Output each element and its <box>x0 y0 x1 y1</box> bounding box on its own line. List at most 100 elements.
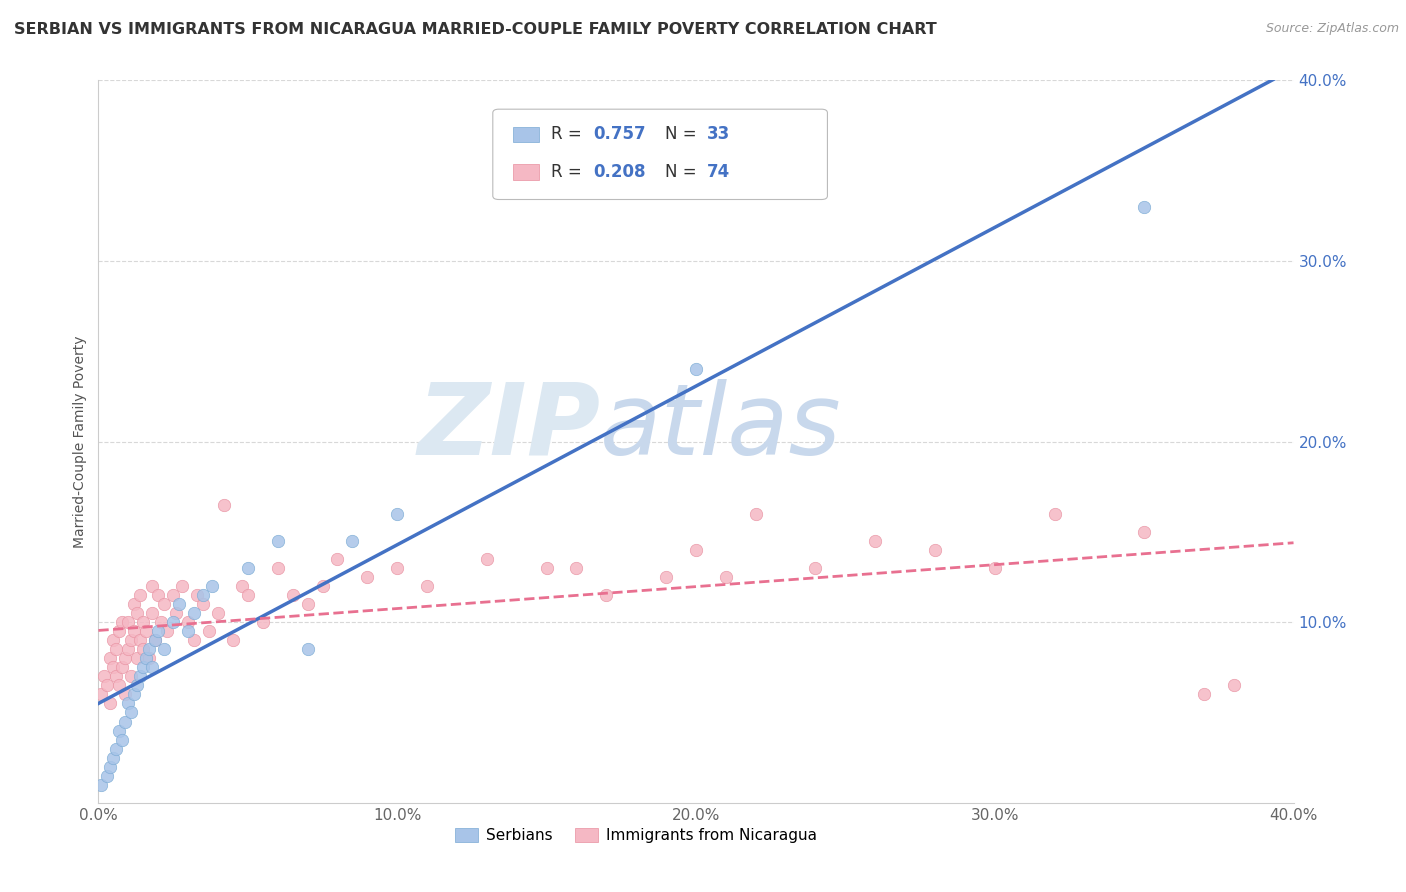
Point <box>236 561 259 575</box>
Point <box>127 651 149 665</box>
Point <box>342 533 364 548</box>
Point <box>212 498 235 512</box>
Point <box>93 669 115 683</box>
Point <box>1133 524 1156 539</box>
Point <box>595 588 617 602</box>
Point <box>129 669 152 683</box>
Point <box>685 362 707 376</box>
Text: R =: R = <box>551 163 588 181</box>
Point <box>172 579 194 593</box>
Point <box>129 588 152 602</box>
Text: Source: ZipAtlas.com: Source: ZipAtlas.com <box>1265 22 1399 36</box>
Point <box>141 606 163 620</box>
Point <box>311 579 333 593</box>
Point <box>114 714 136 729</box>
Point <box>1192 687 1215 701</box>
Y-axis label: Married-Couple Family Poverty: Married-Couple Family Poverty <box>73 335 87 548</box>
Point <box>105 669 128 683</box>
Point <box>201 579 224 593</box>
Point <box>685 542 707 557</box>
Point <box>745 507 768 521</box>
Point <box>162 588 184 602</box>
Point <box>143 633 166 648</box>
Point <box>714 570 737 584</box>
Point <box>98 760 122 774</box>
Point <box>267 561 290 575</box>
Text: N =: N = <box>665 126 702 144</box>
Text: atlas: atlas <box>600 378 842 475</box>
Point <box>198 624 221 639</box>
Point <box>655 570 678 584</box>
Point <box>120 669 142 683</box>
Point <box>143 633 166 648</box>
Point <box>103 660 125 674</box>
Point <box>120 633 142 648</box>
Point <box>924 542 946 557</box>
Point <box>132 660 155 674</box>
Point <box>150 615 173 630</box>
Point <box>103 633 125 648</box>
Point <box>98 651 122 665</box>
Point <box>111 660 134 674</box>
Point <box>120 706 142 720</box>
Point <box>177 624 200 639</box>
FancyBboxPatch shape <box>513 127 540 143</box>
Point <box>90 687 112 701</box>
Text: 33: 33 <box>707 126 730 144</box>
Point <box>475 552 498 566</box>
Point <box>124 624 146 639</box>
Point <box>183 606 205 620</box>
Point <box>138 651 160 665</box>
Point <box>98 697 122 711</box>
Point <box>129 633 152 648</box>
FancyBboxPatch shape <box>494 109 828 200</box>
Point <box>236 588 259 602</box>
Point <box>153 597 176 611</box>
Point <box>356 570 378 584</box>
Point <box>108 678 131 692</box>
Point <box>183 633 205 648</box>
Point <box>297 642 319 657</box>
Point <box>117 642 139 657</box>
Text: R =: R = <box>551 126 588 144</box>
Point <box>416 579 439 593</box>
Text: SERBIAN VS IMMIGRANTS FROM NICARAGUA MARRIED-COUPLE FAMILY POVERTY CORRELATION C: SERBIAN VS IMMIGRANTS FROM NICARAGUA MAR… <box>14 22 936 37</box>
Point <box>1043 507 1066 521</box>
Point <box>138 642 160 657</box>
Point <box>191 597 214 611</box>
Point <box>96 769 118 783</box>
Point <box>231 579 253 593</box>
Point <box>252 615 274 630</box>
Point <box>117 615 139 630</box>
Point <box>111 732 134 747</box>
Point <box>111 615 134 630</box>
Text: N =: N = <box>665 163 702 181</box>
Point <box>114 651 136 665</box>
Point <box>117 697 139 711</box>
Point <box>114 687 136 701</box>
Point <box>141 660 163 674</box>
Text: 0.757: 0.757 <box>593 126 645 144</box>
Point <box>191 588 214 602</box>
Point <box>281 588 304 602</box>
Point <box>96 678 118 692</box>
Point <box>385 507 409 521</box>
Point <box>177 615 200 630</box>
Point <box>108 723 131 738</box>
Point <box>565 561 588 575</box>
Point <box>222 633 245 648</box>
Point <box>124 597 146 611</box>
Point <box>132 642 155 657</box>
Point <box>141 579 163 593</box>
Legend: Serbians, Immigrants from Nicaragua: Serbians, Immigrants from Nicaragua <box>450 822 823 849</box>
Point <box>326 552 349 566</box>
Point <box>1133 200 1156 214</box>
Point <box>865 533 887 548</box>
Point <box>297 597 319 611</box>
Point <box>984 561 1007 575</box>
Text: 74: 74 <box>707 163 730 181</box>
Point <box>132 615 155 630</box>
Point <box>148 588 170 602</box>
Point <box>162 615 184 630</box>
Point <box>186 588 208 602</box>
